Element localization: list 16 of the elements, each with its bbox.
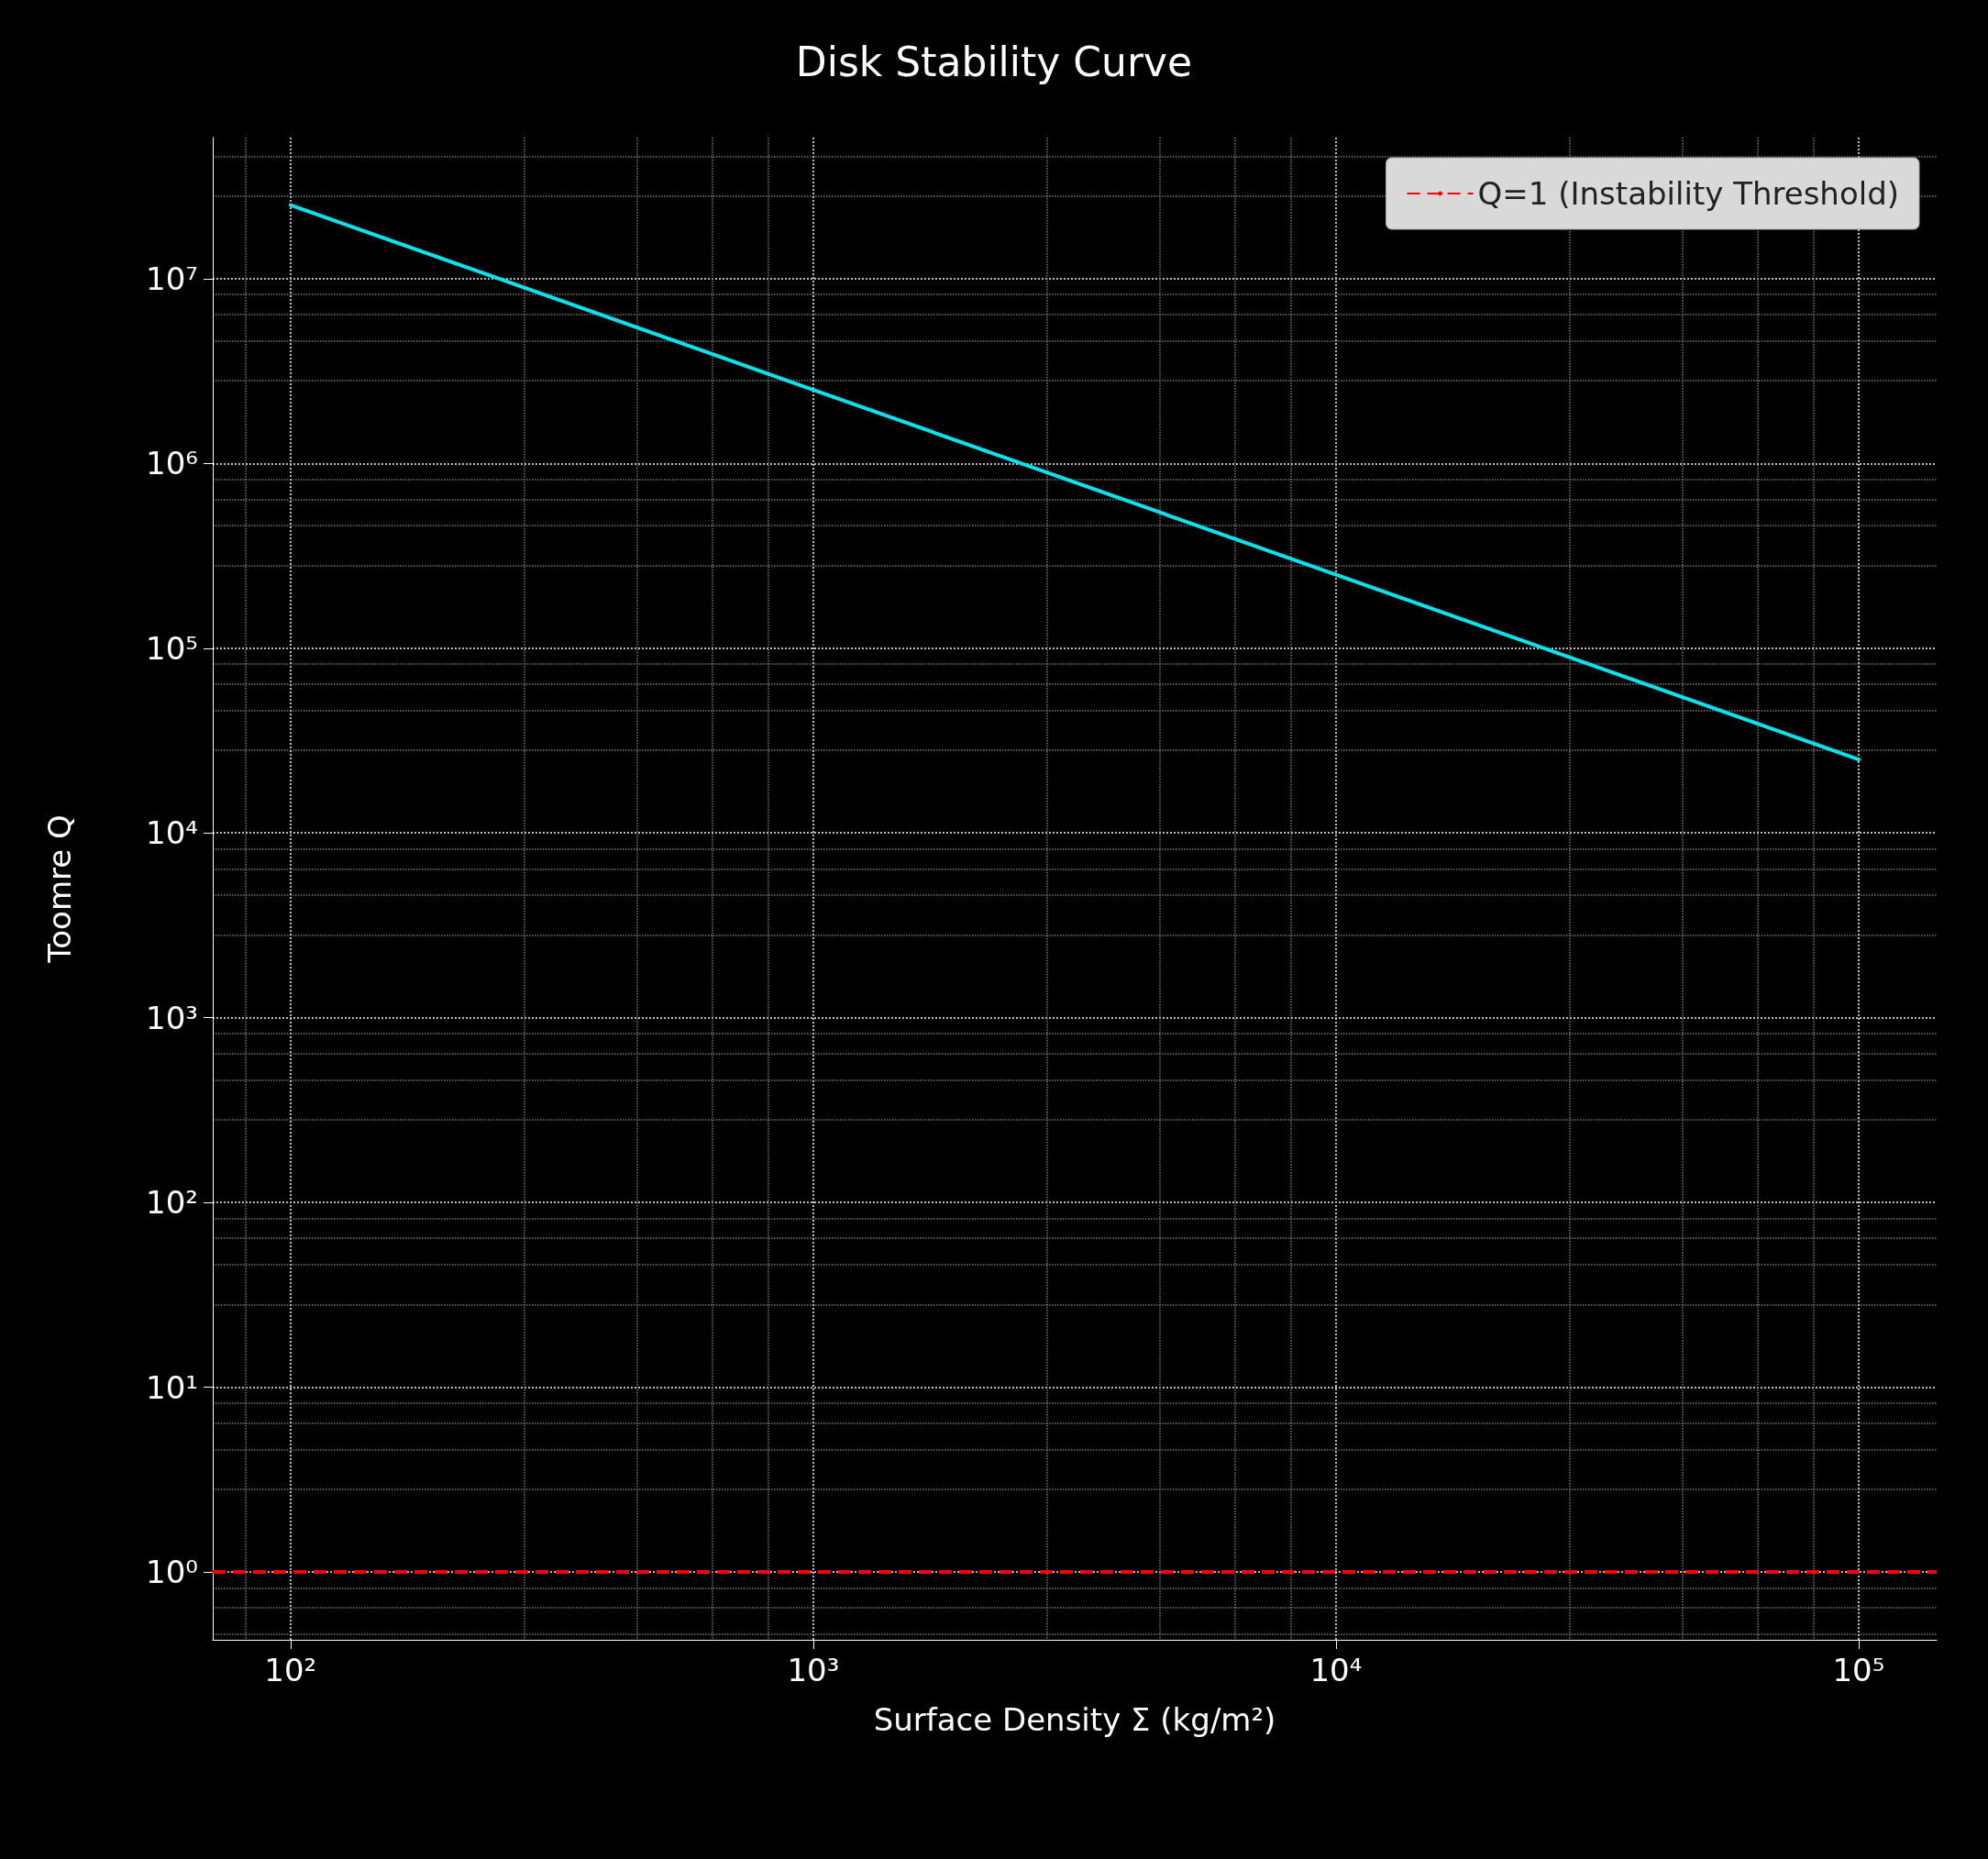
y-tick-label: 10⁰: [146, 1554, 198, 1591]
x-tick-label: 10³: [787, 1652, 840, 1688]
chart-title: Disk Stability Curve: [795, 38, 1193, 85]
y-tick-label: 10⁴: [146, 814, 198, 852]
y-tick-label: 10²: [146, 1184, 198, 1222]
y-tick-label: 10¹: [146, 1368, 198, 1406]
x-tick-label: 10²: [264, 1652, 317, 1688]
y-tick-label: 10⁷: [146, 260, 198, 297]
x-tick-label: 10⁵: [1832, 1652, 1885, 1688]
x-tick-label: 10⁴: [1309, 1652, 1363, 1688]
y-tick-label: 10⁶: [146, 445, 198, 482]
y-tick-label: 10⁵: [146, 629, 198, 667]
y-tick-label: 10³: [146, 999, 198, 1036]
y-axis-title: Toomre Q: [41, 814, 78, 964]
x-axis-title: Surface Density Σ (kg/m²): [873, 1701, 1276, 1738]
legend-label: Q=1 (Instability Threshold): [1477, 175, 1900, 212]
